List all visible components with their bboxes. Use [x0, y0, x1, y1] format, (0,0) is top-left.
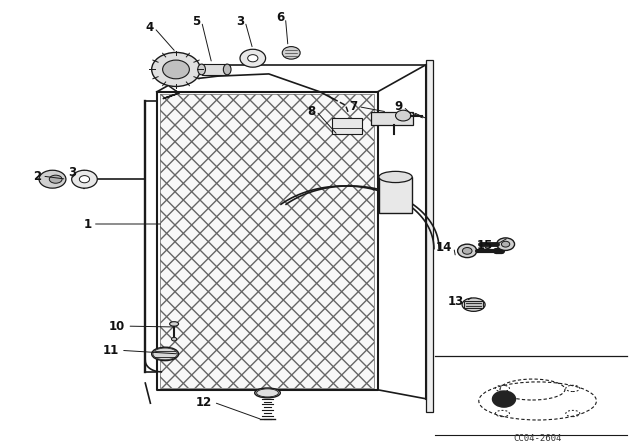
Text: 1: 1: [84, 217, 92, 231]
Ellipse shape: [497, 238, 515, 250]
Ellipse shape: [502, 241, 510, 247]
Bar: [371, 112, 413, 125]
Bar: [160, 94, 374, 388]
Text: 3: 3: [236, 15, 244, 28]
Circle shape: [163, 60, 189, 79]
Text: 8: 8: [307, 104, 315, 118]
Bar: [202, 64, 227, 75]
Text: 15: 15: [477, 238, 493, 252]
Ellipse shape: [257, 389, 278, 397]
Circle shape: [79, 176, 90, 183]
Text: 13: 13: [447, 294, 464, 308]
Bar: [379, 177, 412, 213]
Ellipse shape: [458, 244, 477, 258]
Circle shape: [396, 110, 411, 121]
Circle shape: [72, 170, 97, 188]
Text: 7: 7: [349, 100, 357, 113]
Ellipse shape: [172, 337, 177, 341]
Text: CC04-2604: CC04-2604: [513, 434, 562, 443]
Ellipse shape: [170, 322, 179, 326]
Ellipse shape: [379, 172, 412, 183]
Circle shape: [240, 49, 266, 67]
Ellipse shape: [49, 175, 62, 183]
Bar: [464, 301, 483, 308]
Text: 6: 6: [276, 11, 284, 25]
Circle shape: [152, 52, 200, 86]
Ellipse shape: [223, 64, 231, 75]
Ellipse shape: [153, 348, 177, 360]
Bar: [426, 60, 433, 412]
Ellipse shape: [462, 247, 472, 254]
Text: 14: 14: [435, 241, 452, 254]
Ellipse shape: [462, 298, 485, 311]
Ellipse shape: [39, 170, 66, 188]
Ellipse shape: [255, 388, 280, 398]
Ellipse shape: [198, 64, 205, 75]
Text: 5: 5: [193, 15, 200, 28]
Text: 10: 10: [109, 319, 125, 333]
Bar: [332, 118, 362, 134]
Text: 9: 9: [394, 100, 402, 113]
Circle shape: [493, 391, 516, 407]
Bar: [160, 94, 374, 388]
Ellipse shape: [152, 347, 179, 361]
Text: 4: 4: [145, 21, 153, 34]
Text: 2: 2: [33, 169, 41, 183]
Text: 12: 12: [195, 396, 212, 409]
Circle shape: [282, 47, 300, 59]
Text: 3: 3: [68, 166, 76, 179]
Text: 11: 11: [102, 344, 119, 357]
Circle shape: [248, 55, 258, 62]
